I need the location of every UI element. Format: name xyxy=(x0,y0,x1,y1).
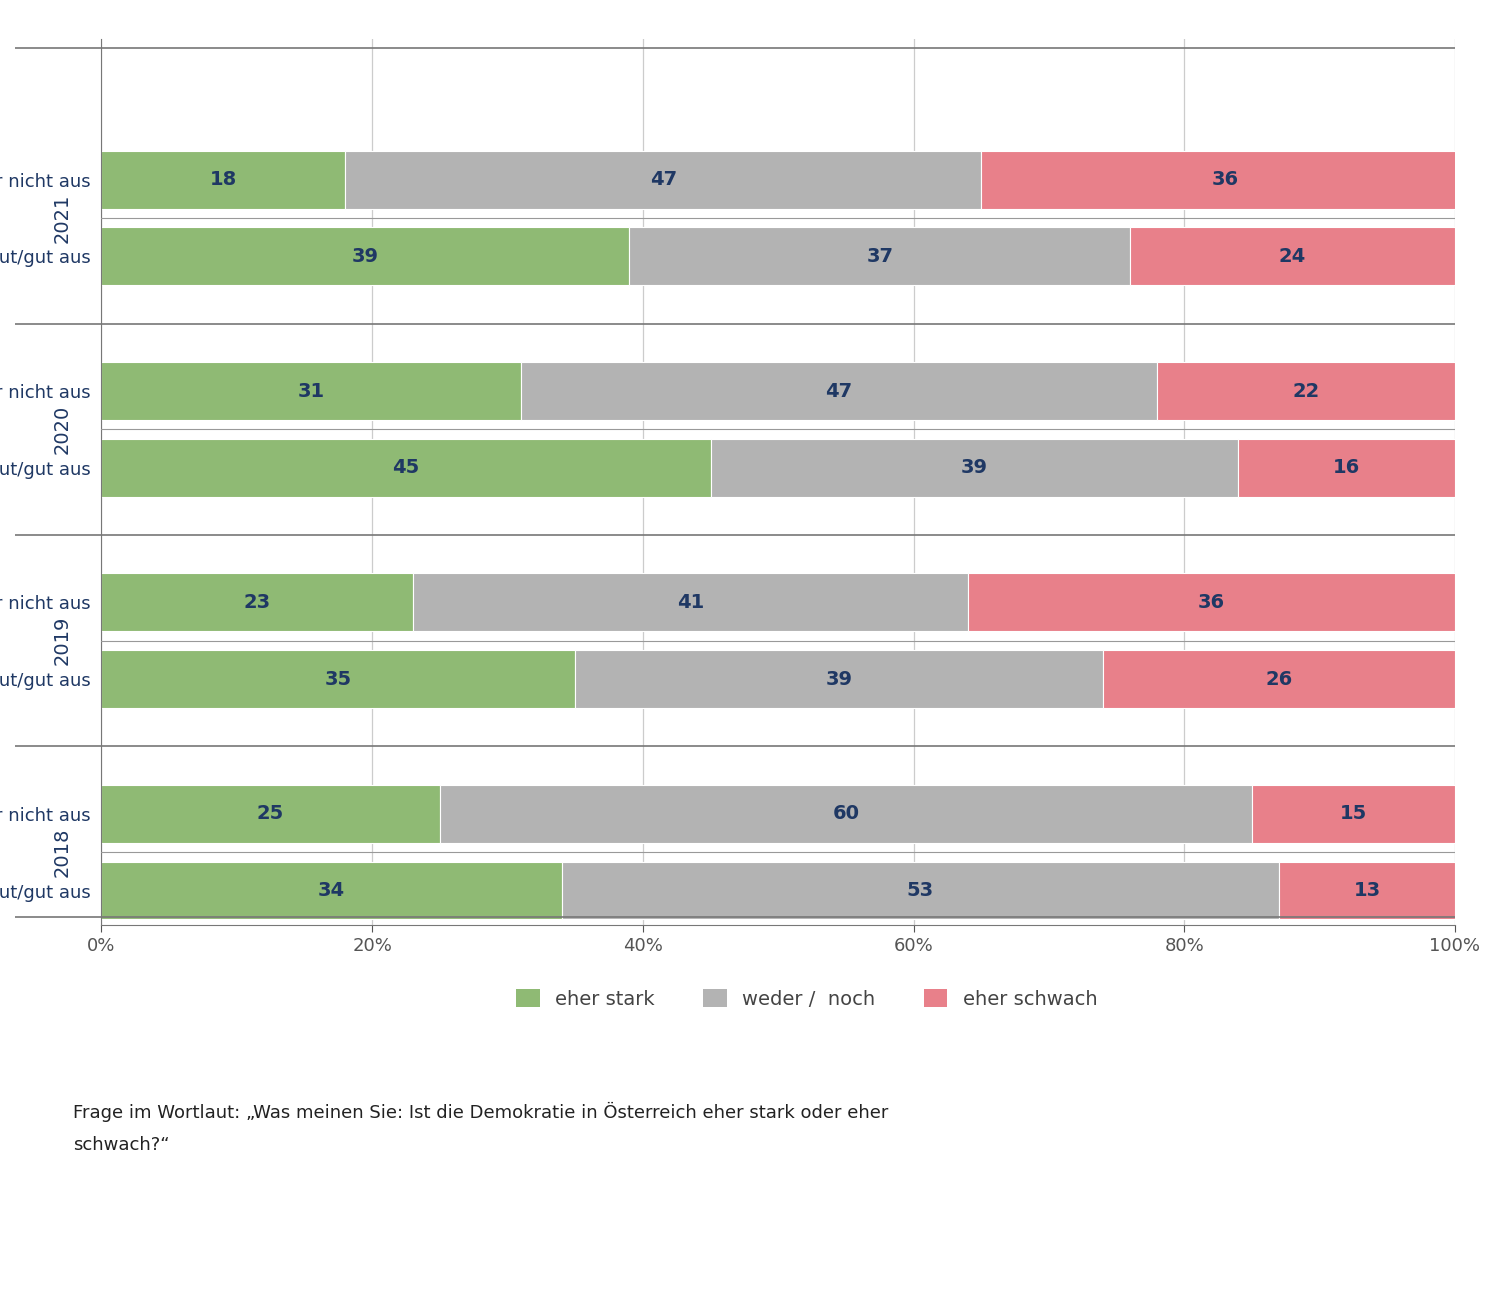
Bar xyxy=(1130,228,1455,285)
Text: 16: 16 xyxy=(1334,458,1360,478)
Bar xyxy=(102,651,574,708)
Bar xyxy=(574,651,1102,708)
Text: 35: 35 xyxy=(324,670,352,689)
Bar xyxy=(520,363,1156,420)
Text: 45: 45 xyxy=(393,458,420,478)
Bar xyxy=(968,573,1455,631)
Bar xyxy=(1156,363,1455,420)
Text: 18: 18 xyxy=(210,170,237,190)
Bar xyxy=(102,573,412,631)
Bar xyxy=(440,785,1252,843)
Legend: eher stark, weder /  noch, eher schwach: eher stark, weder / noch, eher schwach xyxy=(516,990,1098,1009)
Text: 2019: 2019 xyxy=(53,617,72,665)
Text: 36: 36 xyxy=(1212,170,1239,190)
Text: 15: 15 xyxy=(1340,804,1366,823)
Text: 31: 31 xyxy=(297,381,326,401)
Text: 39: 39 xyxy=(962,458,988,478)
Text: Frage im Wortlaut: „Was meinen Sie: Ist die Demokratie in Österreich eher stark : Frage im Wortlaut: „Was meinen Sie: Ist … xyxy=(72,1102,888,1155)
Text: 36: 36 xyxy=(1198,593,1225,611)
Bar xyxy=(102,151,345,208)
Bar xyxy=(711,439,1239,496)
Bar xyxy=(1239,439,1455,496)
Bar xyxy=(1102,651,1455,708)
Text: 60: 60 xyxy=(833,804,860,823)
Bar xyxy=(630,228,1130,285)
Text: 24: 24 xyxy=(1280,247,1306,266)
Text: 53: 53 xyxy=(908,881,934,901)
Bar xyxy=(102,363,520,420)
Bar xyxy=(102,785,439,843)
Text: 47: 47 xyxy=(650,170,676,190)
Bar xyxy=(1252,785,1455,843)
Bar xyxy=(102,228,630,285)
Text: 25: 25 xyxy=(256,804,284,823)
Bar xyxy=(981,151,1468,208)
Bar xyxy=(102,439,711,496)
Bar xyxy=(413,573,968,631)
Text: 26: 26 xyxy=(1266,670,1293,689)
Text: 13: 13 xyxy=(1353,881,1380,901)
Text: 2021: 2021 xyxy=(53,194,72,242)
Bar xyxy=(1280,861,1455,919)
Bar xyxy=(345,151,981,208)
Text: 37: 37 xyxy=(865,247,892,266)
Bar xyxy=(561,861,1280,919)
Text: 47: 47 xyxy=(825,381,852,401)
Text: 34: 34 xyxy=(318,881,345,901)
Text: 2018: 2018 xyxy=(53,827,72,877)
Text: 39: 39 xyxy=(352,247,380,266)
Text: 39: 39 xyxy=(825,670,852,689)
Text: 23: 23 xyxy=(243,593,270,611)
Bar xyxy=(102,861,561,919)
Text: 2020: 2020 xyxy=(53,404,72,454)
Text: 22: 22 xyxy=(1293,381,1320,401)
Text: 41: 41 xyxy=(676,593,703,611)
